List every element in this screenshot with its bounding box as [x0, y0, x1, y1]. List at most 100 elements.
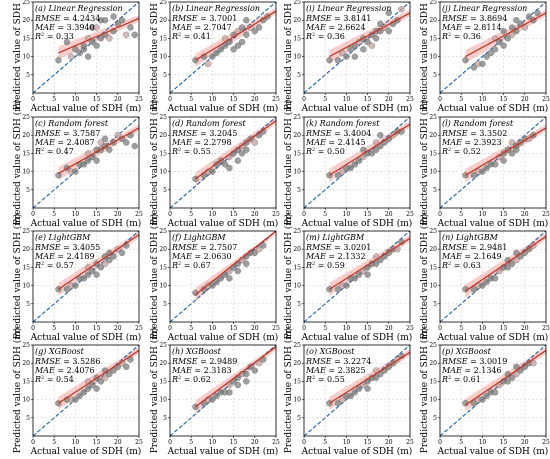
- data-point: [491, 46, 499, 53]
- scatter-panel: 0 5 10 15 20 25 5 10 15 20 25 (a) Linear Regression…: [12, 0, 143, 114]
- data-point: [513, 146, 520, 153]
- x-axis-label: Actual value of SDH (m): [167, 446, 279, 457]
- r2-text: R2 = 0.33: [34, 32, 74, 41]
- r2-text: R2 = 0.63: [441, 261, 481, 270]
- regression-line: [465, 235, 547, 292]
- data-point: [326, 57, 333, 64]
- scatter-panel: 0 5 10 15 20 25 5 10 15 20 25 (k) Random forestRMSE…: [283, 100, 414, 229]
- y-tick-label: 5: [163, 301, 167, 308]
- data-point: [364, 385, 371, 392]
- mae-label: MAE: [34, 252, 55, 261]
- rmse-value: = 3.4004: [332, 129, 372, 138]
- x-tick-label: 25: [135, 439, 143, 446]
- x-axis-label: Actual value of SDH (m): [437, 332, 549, 343]
- x-tick-label: 0: [168, 439, 172, 446]
- y-axis-label: Predicted value of SDH (m): [149, 328, 160, 454]
- x-tick-label: 10: [479, 325, 487, 332]
- y-tick-label: 10: [293, 397, 301, 404]
- x-tick-label: 10: [479, 96, 487, 103]
- plot-frame: [169, 116, 277, 209]
- rmse-label: RMSE: [305, 243, 332, 252]
- y-axis-label: Predicted value of SDH (m): [283, 0, 294, 110]
- data-point: [372, 374, 380, 381]
- panel-title: (a) Linear Regression: [35, 4, 123, 13]
- y-tick-label: 15: [429, 264, 437, 271]
- y-tick-label: 15: [429, 35, 437, 42]
- rmse-text: RMSE = 3.5286: [34, 357, 100, 366]
- data-point: [255, 24, 263, 31]
- mae-text: MAE = 2.8114: [441, 23, 502, 32]
- data-point: [243, 370, 250, 378]
- y-tick-label: 25: [429, 0, 437, 6]
- x-axis-label: Actual value of SDH (m): [301, 103, 413, 114]
- panel-title: (d) Random forest: [172, 119, 247, 128]
- data-point: [368, 150, 375, 157]
- data-point: [351, 275, 359, 282]
- panel-title: (p) XGBoost: [442, 347, 492, 356]
- data-point: [106, 370, 113, 378]
- data-point: [347, 392, 354, 400]
- rmse-text: RMSE = 3.4004: [305, 129, 371, 138]
- x-tick-label: 10: [72, 211, 80, 218]
- mae-text: MAE = 2.0630: [171, 252, 232, 261]
- r2-superscript: 2: [41, 261, 44, 267]
- x-tick-label: 15: [500, 211, 508, 218]
- data-point: [372, 146, 380, 153]
- data-point: [334, 57, 342, 64]
- r2-label: R: [441, 375, 448, 384]
- y-tick-label: 15: [159, 150, 167, 157]
- y-tick-label: 5: [26, 187, 30, 194]
- panel-title: (i) Linear Regression: [306, 4, 391, 13]
- mae-value: = 2.3825: [326, 366, 366, 375]
- x-axis-label: Actual value of SDH (m): [301, 218, 413, 229]
- regression-line: [195, 346, 277, 408]
- data-point: [89, 267, 96, 275]
- r2-value: = 0.62: [181, 375, 211, 384]
- data-point: [84, 385, 92, 392]
- y-tick-label: 10: [22, 283, 30, 290]
- data-point: [462, 57, 469, 64]
- r2-label: R: [34, 375, 41, 384]
- mae-value: = 2.1649: [462, 252, 502, 261]
- data-point: [372, 35, 380, 42]
- x-tick-label: 20: [521, 439, 529, 446]
- y-tick-label: 15: [22, 378, 30, 385]
- y-axis-label: Predicted value of SDH (m): [283, 214, 294, 340]
- x-tick-label: 5: [52, 211, 56, 218]
- data-point: [398, 6, 405, 13]
- data-point: [101, 260, 109, 267]
- rmse-value: = 3.8141: [332, 14, 372, 23]
- mae-label: MAE: [34, 23, 55, 32]
- x-tick-label: 20: [385, 325, 393, 332]
- mae-label: MAE: [171, 138, 192, 147]
- rmse-text: RMSE = 2.7507: [171, 243, 237, 252]
- r2-label: R: [305, 261, 312, 270]
- regression-line: [329, 237, 411, 290]
- data-point: [479, 282, 486, 289]
- data-point: [364, 271, 371, 278]
- rmse-label: RMSE: [441, 14, 468, 23]
- y-tick-label: 20: [22, 17, 30, 24]
- y-tick-label: 20: [429, 132, 437, 139]
- x-tick-label: 25: [406, 439, 414, 446]
- data-point: [243, 260, 250, 267]
- data-point: [343, 282, 350, 289]
- data-point: [483, 53, 490, 60]
- x-tick-label: 0: [302, 96, 306, 103]
- r2-value: = 0.67: [181, 261, 211, 270]
- y-tick-label: 20: [293, 246, 301, 253]
- x-tick-label: 20: [521, 211, 529, 218]
- data-point: [334, 400, 342, 407]
- data-point: [491, 161, 499, 168]
- x-axis-label: Actual value of SDH (m): [30, 218, 142, 229]
- y-tick-label: 20: [159, 360, 167, 367]
- x-tick-label: 15: [230, 439, 238, 446]
- mae-value: = 2.3923: [462, 138, 502, 147]
- x-tick-label: 25: [406, 96, 414, 103]
- data-point: [255, 246, 263, 253]
- data-point: [351, 389, 359, 396]
- r2-value: = 0.41: [181, 32, 211, 41]
- r2-label: R: [171, 261, 178, 270]
- data-point: [251, 367, 258, 374]
